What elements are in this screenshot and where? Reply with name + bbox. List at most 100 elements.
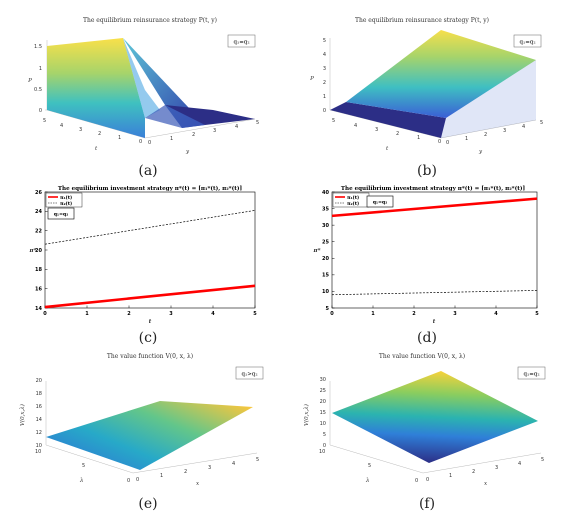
- plot-area-c: [44, 191, 256, 309]
- y-tick-label: 10: [322, 289, 329, 295]
- legend-lines-d: π₁(t) π₂(t): [332, 192, 370, 208]
- y-tick-label: 40: [322, 190, 329, 196]
- y-tick: 5: [256, 120, 259, 126]
- legend-label: π₁(t): [60, 195, 72, 201]
- x-tick: 5: [541, 457, 544, 463]
- y-tick-label: 22: [35, 228, 42, 234]
- y-axis-label-c: π*: [29, 248, 37, 254]
- lambda-ticks-e: 10 5 0 λ: [35, 449, 130, 484]
- legend-box-c: q₁=q₂: [47, 207, 75, 220]
- z-ticks-f: 0 5 10 15 20 25 30 V(0,x,λ): [303, 377, 326, 449]
- y-tick: 4: [235, 124, 238, 130]
- x-tick-label: 0: [330, 311, 334, 317]
- y-tick-label: 20: [35, 248, 42, 254]
- surface-slope-a: [47, 38, 145, 138]
- chart-panel-d: The equilibrium investment strategy π*(t…: [286, 180, 572, 345]
- legend-box-text-c: q₁=q₂: [54, 213, 68, 218]
- x-tick-label: 0: [43, 311, 47, 317]
- legend-text-e: q₁>q₂: [241, 372, 257, 378]
- chart-panel-e: The value function V(0, x, λ) 10 12 14 1…: [0, 345, 286, 517]
- chart-title-f: The value function V(0, x, λ): [379, 353, 465, 360]
- t-ticks-b: 5 4 3 2 1 0 t: [332, 118, 441, 152]
- x-tick-label: 1: [371, 311, 375, 317]
- y-axis-label-f: λ: [365, 478, 370, 484]
- z-tick: 1.5: [34, 44, 42, 50]
- legend-box-d: q₁=q₂: [366, 195, 394, 208]
- z-axis-label-b: P: [309, 76, 314, 82]
- y-tick-label: 16: [35, 286, 42, 292]
- z-axis-label-f: V(0,x,λ): [303, 404, 310, 426]
- z-tick: 3: [323, 66, 326, 72]
- chart-title-d: The equilibrium investment strategy π*(t…: [341, 185, 525, 192]
- x-tick-label: 3: [453, 311, 457, 317]
- x-axis-label-f: x: [484, 481, 488, 487]
- series-line-1: [44, 284, 256, 309]
- x-ticks-f: 0 1 2 3 4 5 x: [426, 457, 544, 487]
- z-tick: 0: [323, 108, 326, 114]
- plot-area-d: [331, 191, 538, 309]
- z-tick: 30: [320, 377, 326, 383]
- y-tick: 2: [192, 132, 195, 138]
- z-tick: 2: [323, 80, 326, 86]
- y-tick-label: 35: [322, 206, 329, 212]
- series-line-1: [331, 197, 538, 218]
- z-ticks-a: 0 0.5 1 1.5 P: [27, 44, 42, 114]
- surface-ridge-front-a: [123, 38, 160, 118]
- legend-text-a: q₁=q₂: [233, 40, 249, 46]
- legend-text-f: q₁=q₂: [523, 372, 539, 378]
- caption-a: (a): [138, 163, 158, 179]
- y-ticks-b: 0 1 2 3 4 5 y: [446, 120, 543, 155]
- y-tick: 3: [213, 128, 216, 134]
- x-tick: 1: [449, 473, 452, 479]
- series-line-2: [44, 210, 256, 245]
- legend-text-b: q₁=q₂: [519, 40, 535, 46]
- y-tick-label: 30: [322, 223, 329, 229]
- x-tick: 1: [160, 473, 163, 479]
- t-tick: 3: [375, 127, 378, 133]
- z-tick: 16: [36, 404, 42, 410]
- t-tick: 0: [139, 139, 142, 145]
- surface-back-slope-a: [123, 38, 205, 128]
- chart-title-a: The equilibrium reinsurance strategy P(t…: [83, 17, 217, 24]
- x-tick: 4: [518, 461, 521, 467]
- lambda-tick: 5: [368, 463, 371, 469]
- legend-f: q₁=q₂: [517, 366, 546, 380]
- lambda-ticks-f: 10 5 0 λ: [319, 449, 418, 484]
- y-tick-label: 15: [322, 273, 329, 279]
- z-tick: 10: [36, 443, 42, 449]
- chart-title-e: The value function V(0, x, λ): [107, 353, 193, 360]
- legend-box-text-d: q₁=q₂: [373, 201, 387, 206]
- y-axis-label-a: y: [185, 149, 190, 155]
- y-ticks-d: 5 10 15 20 25 30 35 40: [322, 190, 335, 312]
- series-d: [331, 197, 538, 296]
- z-tick: 1: [323, 94, 326, 100]
- x-tick-label: 5: [535, 311, 539, 317]
- axes-e: [45, 381, 258, 474]
- legend-label: π₂(t): [347, 201, 359, 207]
- y-tick: 4: [522, 124, 525, 130]
- x-tick: 3: [208, 465, 211, 471]
- x-tick-label: 5: [253, 311, 257, 317]
- surface-flat-b: [330, 102, 446, 138]
- x-ticks-c: 0 1 2 3 4 5: [43, 305, 257, 317]
- legend-b: q₁=q₂: [513, 34, 542, 48]
- x-ticks-d: 0 1 2 3 4 5: [330, 305, 539, 317]
- y-tick-label: 26: [35, 190, 42, 196]
- surface-flat-front-a: [145, 105, 205, 128]
- z-tick: 18: [36, 391, 42, 397]
- y-tick: 5: [540, 120, 543, 126]
- t-tick: 5: [43, 118, 46, 124]
- y-tick-label: 24: [35, 209, 42, 215]
- lambda-tick: 5: [82, 463, 85, 469]
- z-tick: 0: [39, 108, 42, 114]
- x-axis-label-b: t: [386, 146, 389, 152]
- y-tick: 1: [465, 136, 468, 142]
- surface-flat-a: [165, 105, 255, 125]
- x-tick: 2: [184, 469, 187, 475]
- x-tick-label: 3: [169, 311, 173, 317]
- t-tick: 2: [396, 131, 399, 137]
- y-tick: 0: [446, 140, 449, 146]
- z-axis-label-a: P: [27, 78, 32, 84]
- z-tick: 0.5: [34, 87, 42, 93]
- t-tick: 2: [98, 131, 101, 137]
